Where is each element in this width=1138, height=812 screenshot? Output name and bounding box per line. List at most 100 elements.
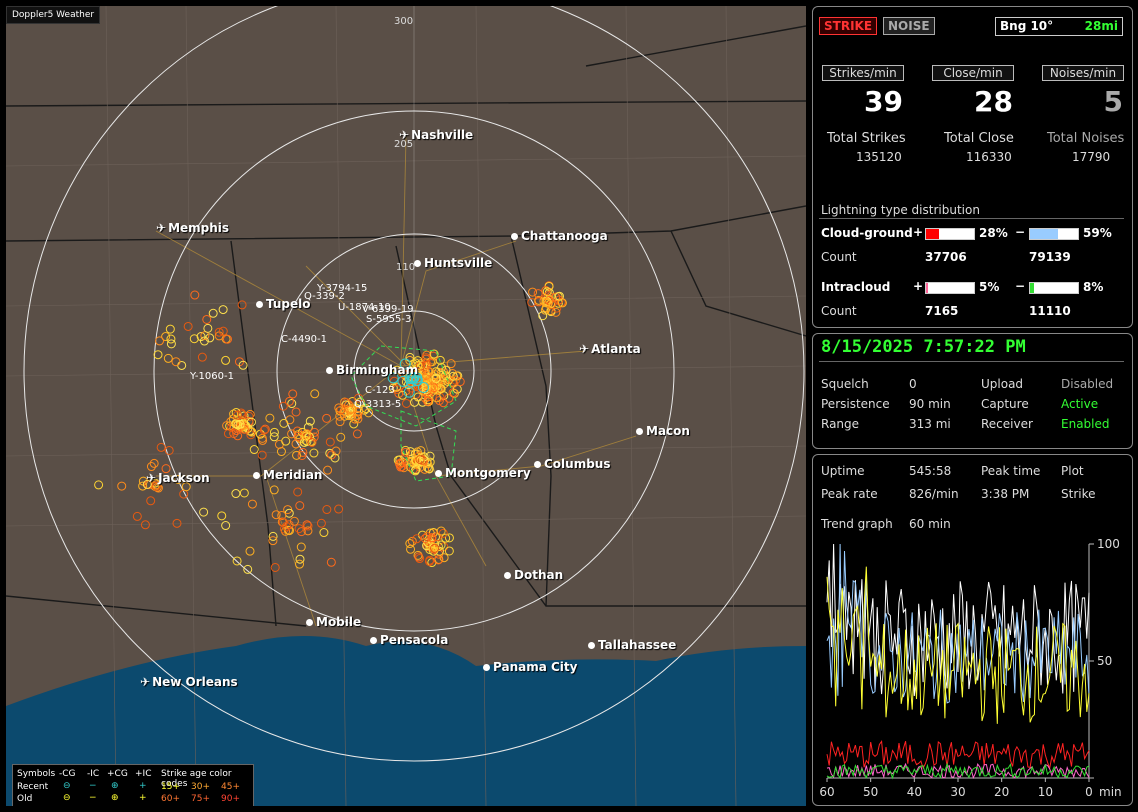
- cg-pos-bar: [925, 228, 975, 240]
- storm-cell-id[interactable]: C-4490-1: [281, 334, 328, 345]
- strike-marker: [265, 413, 275, 423]
- strikes-per-min-value: 39: [864, 85, 903, 118]
- ic-neg-pct: 8%: [1083, 280, 1104, 294]
- strike-marker: [411, 465, 421, 475]
- strike-marker: [295, 559, 305, 569]
- trend-panel: Uptime 545:58 Peak time Plot Peak rate 8…: [812, 454, 1133, 806]
- strike-marker: [538, 311, 548, 321]
- capture-value[interactable]: Active: [1061, 397, 1099, 411]
- strike-marker: [421, 381, 431, 391]
- strike-marker: [197, 352, 207, 362]
- close-per-min-button[interactable]: Close/min: [932, 65, 1014, 81]
- strike-marker: [166, 334, 176, 344]
- upload-value[interactable]: Disabled: [1061, 377, 1114, 391]
- storm-cell-id[interactable]: Y-3794-15: [317, 283, 368, 294]
- city-dot-icon: [435, 470, 442, 477]
- strike-marker: [208, 308, 218, 318]
- strike-marker: [316, 518, 326, 528]
- peak-time-label: Peak time: [981, 464, 1041, 478]
- strikes-per-min-button[interactable]: Strikes/min: [822, 65, 904, 81]
- city-dot-icon: [256, 301, 263, 308]
- plot-value[interactable]: Strike: [1061, 487, 1096, 501]
- legend-age-15: 15+: [161, 782, 180, 792]
- city-montgomery: Montgomery: [435, 466, 531, 480]
- strike-marker: [293, 487, 303, 497]
- strike-marker: [166, 339, 176, 349]
- strike-marker: [319, 528, 329, 538]
- legend-recent-neg-ic-icon: −: [89, 781, 97, 791]
- city-name: Birmingham: [336, 363, 419, 377]
- lightning-map[interactable]: Doppler5 Weather 300 205 110 ✈ Nashville ✈…: [6, 6, 806, 806]
- city-name: Tupelo: [266, 297, 311, 311]
- city-jackson: ✈ Jackson: [146, 471, 210, 485]
- strike-marker: [310, 389, 320, 399]
- strike-marker: [427, 533, 437, 543]
- receiver-value[interactable]: Enabled: [1061, 417, 1110, 431]
- y-tick-label: 50: [1097, 654, 1112, 668]
- noise-tag[interactable]: NOISE: [883, 17, 935, 35]
- strike-marker: [302, 520, 312, 530]
- strike-tag[interactable]: STRIKE: [819, 17, 878, 35]
- strike-marker: [146, 462, 156, 472]
- ring-label-300: 300: [394, 16, 414, 27]
- strike-marker: [326, 557, 336, 567]
- strike-marker: [239, 488, 249, 498]
- strike-marker: [117, 481, 127, 491]
- legend-old-pos-cg-icon: ⊕: [111, 793, 119, 803]
- strike-markers: [94, 281, 567, 574]
- strike-marker: [164, 445, 174, 455]
- storm-cell-id[interactable]: V-6399-19: [362, 304, 414, 315]
- strike-marker: [268, 536, 278, 546]
- strike-marker: [153, 350, 163, 360]
- strike-marker: [323, 465, 333, 475]
- strike-marker: [336, 405, 346, 415]
- strike-marker: [420, 361, 430, 371]
- storm-cell-id[interactable]: Q-339-2: [304, 291, 345, 302]
- strike-marker: [295, 501, 305, 511]
- plot-label: Plot: [1061, 464, 1084, 478]
- strike-marker: [408, 372, 420, 384]
- city-name: Montgomery: [445, 466, 531, 480]
- city-dot-icon: [636, 428, 643, 435]
- strike-marker: [291, 407, 301, 417]
- strike-marker: [271, 510, 281, 520]
- strike-marker: [541, 286, 551, 296]
- strike-marker: [411, 456, 421, 466]
- strike-marker: [325, 437, 335, 447]
- strike-marker: [205, 333, 215, 343]
- storm-cell-id[interactable]: Q-3313-5: [354, 399, 402, 410]
- strike-marker: [352, 429, 362, 439]
- storm-cell-id[interactable]: C-123: [365, 385, 395, 396]
- strike-marker: [231, 419, 241, 429]
- cg-minus-sign: −: [1015, 225, 1026, 239]
- city-name: New Orleans: [152, 675, 238, 689]
- receiver-label: Receiver: [981, 417, 1033, 431]
- strike-marker: [190, 290, 200, 300]
- strike-marker: [551, 307, 561, 317]
- airport-icon: ✈: [156, 221, 167, 235]
- cg-neg-bar: [1029, 228, 1079, 240]
- strike-marker: [543, 298, 553, 308]
- strike-marker: [221, 521, 231, 531]
- strike-marker: [249, 445, 259, 455]
- close-per-min-value: 28: [974, 85, 1013, 118]
- strike-marker: [303, 521, 313, 531]
- city-dot-icon: [306, 619, 313, 626]
- city-name: Huntsville: [424, 256, 493, 270]
- storm-cell-id[interactable]: U-1874-10: [338, 302, 391, 313]
- cg-count-label: Count: [821, 250, 857, 264]
- noises-per-min-button[interactable]: Noises/min: [1042, 65, 1124, 81]
- strike-marker: [233, 420, 243, 430]
- ic-label: Intracloud: [821, 280, 891, 294]
- legend-col-pos-cg: +CG: [107, 769, 128, 779]
- strike-marker: [345, 405, 355, 415]
- storm-cell-id[interactable]: S-5955-3: [366, 314, 412, 325]
- city-dot-icon: [370, 637, 377, 644]
- strike-marker: [247, 499, 257, 509]
- x-tick-label: 50: [863, 785, 878, 799]
- city-dot-icon: [504, 572, 511, 579]
- series-cg-pos: [826, 740, 1090, 770]
- strike-marker: [296, 527, 306, 537]
- roads: [155, 135, 637, 627]
- storm-cell-id[interactable]: Y-1060-1: [190, 371, 234, 382]
